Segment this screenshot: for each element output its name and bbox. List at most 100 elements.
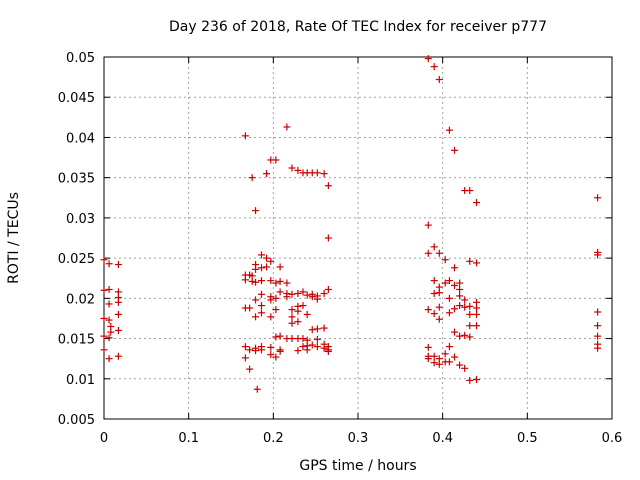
data-point — [114, 298, 122, 306]
data-point — [257, 264, 265, 272]
data-point — [430, 63, 438, 71]
data-point — [114, 261, 122, 269]
data-point — [430, 243, 438, 251]
data-point — [257, 302, 265, 310]
data-point — [594, 322, 602, 330]
data-point — [294, 307, 302, 315]
data-point — [263, 263, 271, 271]
data-point — [594, 308, 602, 316]
data-point — [313, 169, 321, 177]
data-point — [435, 360, 443, 368]
data-point — [299, 302, 307, 310]
data-point — [267, 277, 275, 285]
data-point — [424, 249, 432, 257]
data-point — [241, 354, 249, 362]
data-point — [461, 364, 469, 372]
data-point — [248, 174, 256, 182]
data-point — [257, 346, 265, 354]
y-axis-title: ROTI / TECUs — [6, 192, 22, 284]
data-point — [267, 257, 275, 265]
data-point — [451, 146, 459, 154]
data-point — [100, 314, 108, 322]
data-point — [594, 194, 602, 202]
data-point — [441, 279, 449, 287]
data-point — [445, 343, 453, 351]
data-point — [241, 343, 249, 351]
data-point — [272, 333, 280, 341]
data-point — [267, 343, 275, 351]
data-point — [435, 76, 443, 84]
data-point — [252, 278, 260, 286]
data-point — [324, 347, 332, 355]
data-point — [473, 310, 481, 318]
data-point — [435, 303, 443, 311]
data-point — [320, 170, 328, 178]
data-point — [257, 277, 265, 285]
data-point — [445, 309, 453, 317]
x-tick-label: 0 — [100, 431, 108, 446]
x-tick-label: 0.6 — [602, 431, 623, 446]
data-point — [276, 332, 284, 340]
data-points — [100, 55, 602, 393]
data-point — [430, 359, 438, 367]
data-point — [456, 361, 464, 369]
axis-ticks: 0.005 0.01 0.015 0.02 0.025 0.03 0.035 0.04 0.04… — [58, 51, 623, 446]
x-tick-label: 0.5 — [517, 431, 538, 446]
data-point — [107, 328, 115, 336]
data-point — [324, 182, 332, 190]
data-point — [430, 290, 438, 298]
data-point — [456, 302, 464, 310]
data-point — [257, 309, 265, 317]
data-point — [267, 313, 275, 321]
data-point — [320, 290, 328, 298]
data-point — [246, 346, 254, 354]
data-point — [473, 322, 481, 330]
data-point — [320, 324, 328, 332]
data-point — [276, 263, 284, 271]
data-point — [466, 322, 474, 330]
data-point — [441, 256, 449, 264]
data-point — [246, 365, 254, 373]
data-point — [451, 328, 459, 336]
data-point — [594, 251, 602, 259]
data-point — [276, 347, 284, 355]
data-point — [313, 295, 321, 303]
data-point — [461, 296, 469, 304]
data-point — [267, 296, 275, 304]
data-point — [272, 279, 280, 287]
data-point — [114, 327, 122, 335]
data-point — [445, 358, 453, 366]
data-point — [456, 332, 464, 340]
data-point — [100, 332, 108, 340]
data-point — [424, 355, 432, 363]
data-point — [473, 259, 481, 267]
data-point — [308, 341, 316, 349]
data-point — [430, 277, 438, 285]
data-point — [299, 288, 307, 296]
data-point — [100, 346, 108, 354]
x-axis-title: GPS time / hours — [299, 458, 416, 474]
y-tick-label: 0.025 — [58, 252, 95, 267]
data-point — [445, 126, 453, 134]
data-point — [294, 347, 302, 355]
data-point — [288, 164, 296, 172]
data-point — [294, 166, 302, 174]
x-tick-label: 0.2 — [263, 431, 284, 446]
grid-lines — [104, 57, 612, 419]
data-point — [594, 344, 602, 352]
data-point — [461, 303, 469, 311]
y-tick-label: 0.02 — [66, 292, 95, 307]
data-point — [272, 353, 280, 361]
data-point — [313, 325, 321, 333]
data-point — [283, 279, 291, 287]
y-tick-label: 0.03 — [66, 212, 95, 227]
data-point — [105, 285, 113, 293]
data-point — [248, 277, 256, 285]
data-point — [466, 333, 474, 341]
data-point — [441, 350, 449, 358]
data-point — [241, 276, 249, 284]
data-point — [324, 234, 332, 242]
data-point — [451, 353, 459, 361]
data-point — [105, 316, 113, 324]
